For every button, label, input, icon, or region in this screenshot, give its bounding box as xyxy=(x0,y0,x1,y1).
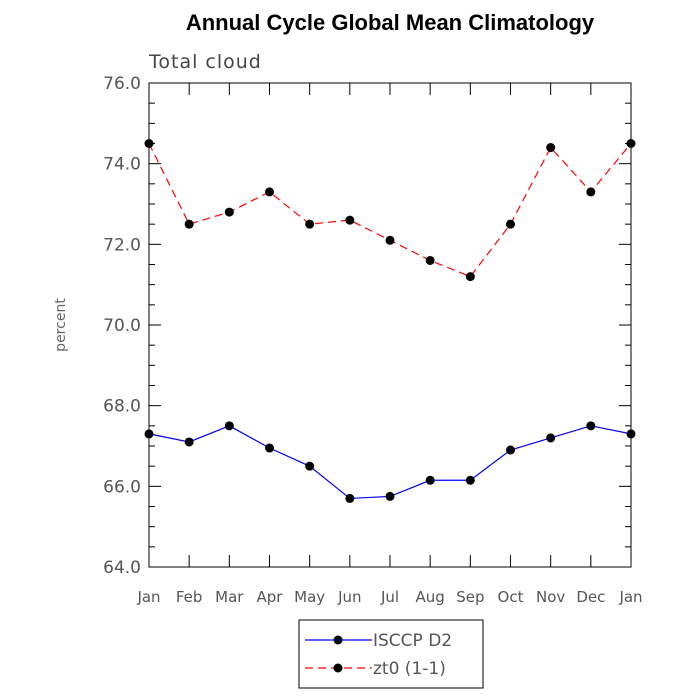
y-tick-label: 68.0 xyxy=(103,397,141,417)
data-point xyxy=(224,207,234,217)
data-point xyxy=(184,437,194,447)
data-point xyxy=(425,255,435,265)
x-tick-label: Jul xyxy=(380,588,399,606)
series-line xyxy=(148,425,632,500)
data-point xyxy=(184,219,194,229)
data-point xyxy=(546,433,556,443)
axis-ticks xyxy=(148,82,632,568)
x-tick-label: Feb xyxy=(176,588,203,606)
x-tick-label: Oct xyxy=(498,588,524,606)
series-line xyxy=(148,143,632,278)
x-tick-label: Aug xyxy=(416,588,445,606)
legend-label: ISCCP D2 xyxy=(373,631,452,651)
data-point xyxy=(385,235,395,245)
y-tick-label: 74.0 xyxy=(103,155,141,175)
data-point xyxy=(425,475,435,485)
legend: ISCCP D2 zt0 (1-1) xyxy=(298,619,484,689)
data-point xyxy=(626,429,636,439)
x-tick-label: Dec xyxy=(576,588,605,606)
data-point xyxy=(506,445,515,455)
data-point xyxy=(465,272,475,282)
x-tick-labels: Jan Feb Mar Apr May Jun Jul Aug Sep Oct Nov Dec Jan xyxy=(136,588,642,606)
x-tick-label: Jan xyxy=(136,588,160,606)
legend-label: zt0 (1-1) xyxy=(373,659,446,679)
x-tick-label: Jun xyxy=(337,588,361,606)
y-tick-label: 64.0 xyxy=(103,558,141,578)
data-point xyxy=(345,493,355,503)
data-point xyxy=(586,187,596,197)
chart-subtitle: Total cloud xyxy=(148,51,262,73)
chart-title: Annual Cycle Global Mean Climatology xyxy=(186,10,595,35)
x-tick-label: Apr xyxy=(257,588,284,606)
legend-marker xyxy=(333,663,343,673)
y-tick-label: 70.0 xyxy=(103,316,141,336)
data-point xyxy=(305,461,315,471)
x-tick-label: Nov xyxy=(536,588,565,606)
data-point xyxy=(586,421,596,431)
data-point xyxy=(465,475,475,485)
data-point xyxy=(144,139,154,148)
data-point xyxy=(224,421,234,431)
y-tick-label: 66.0 xyxy=(103,477,141,497)
y-tick-labels: 64.0 66.0 68.0 70.0 72.0 74.0 76.0 xyxy=(103,74,141,578)
x-tick-label: Jan xyxy=(618,588,642,606)
data-point xyxy=(265,187,274,197)
x-tick-label: May xyxy=(294,588,325,606)
data-point xyxy=(144,429,154,439)
x-tick-label: Mar xyxy=(215,588,244,606)
series-layer xyxy=(144,139,636,503)
legend-box xyxy=(298,619,484,689)
y-tick-label: 72.0 xyxy=(103,235,141,255)
legend-marker xyxy=(333,635,343,645)
data-point xyxy=(546,143,556,153)
data-point xyxy=(305,219,315,229)
data-point xyxy=(265,443,274,453)
data-point xyxy=(345,215,355,225)
y-tick-label: 76.0 xyxy=(103,74,141,94)
data-point xyxy=(385,491,395,501)
x-tick-label: Sep xyxy=(456,588,484,606)
data-point xyxy=(626,139,636,148)
data-point xyxy=(506,219,515,229)
y-axis-label: percent xyxy=(53,298,69,352)
